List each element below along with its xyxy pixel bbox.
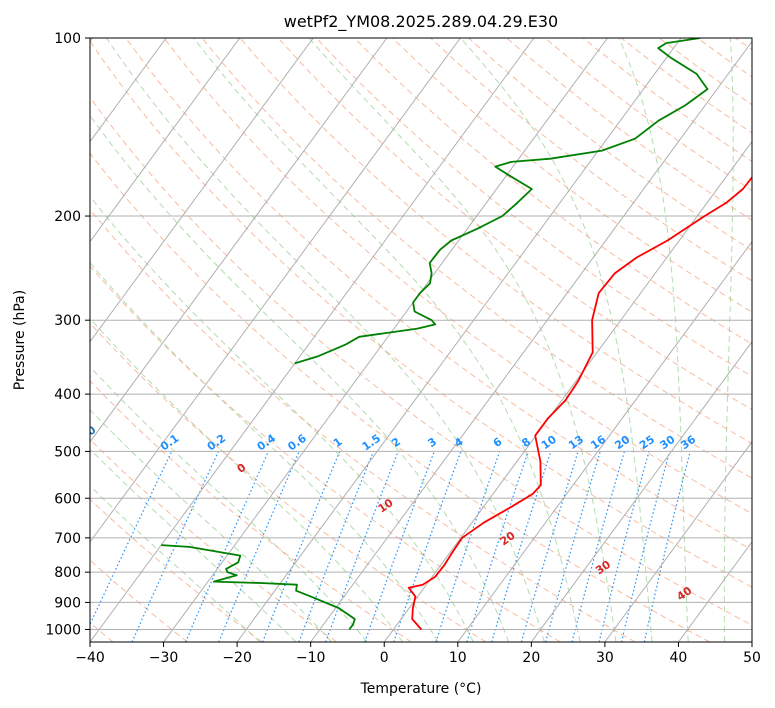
isotherm-gridline [752,38,775,642]
mixing-ratio-label: 4 [452,435,466,450]
mixing-ratio-line [572,451,624,642]
moist-adiabat-line [724,38,733,642]
moist-adiabat-label: 20 [498,529,518,549]
x-tick-label: −10 [296,650,326,666]
y-tick-label: 1000 [45,622,81,638]
dry-adiabat-label: -20 [0,381,2,403]
mixing-ratio-label: 2 [389,435,403,450]
y-tick-label: 500 [54,444,81,460]
mixing-ratio-line [365,451,434,642]
moist-adiabat-line [194,38,580,642]
mixing-ratio-label: 1 [331,435,345,450]
y-tick-label: 400 [54,387,81,403]
dry-adiabat-line [0,38,262,642]
x-tick-label: 20 [522,650,540,666]
isotherm-gridline [605,38,775,642]
moist-adiabat-line [0,38,403,642]
y-tick-label: 300 [54,313,81,329]
mixing-ratio-label: 20 [612,433,632,453]
moist-adiabat-label: 30 [593,558,613,578]
x-tick-label: 30 [596,650,614,666]
mixing-ratio-line [522,451,579,642]
dry-adiabat-line [545,38,775,642]
x-tick-label: 10 [449,650,467,666]
dry-adiabat-line [735,38,775,642]
y-tick-label: 700 [54,531,81,547]
mixing-ratio-label: 30 [658,433,678,453]
moist-adiabats [0,38,775,642]
mixing-ratio-line [546,451,601,642]
dry-adiabat-line [393,38,775,642]
x-axis: −40 −30 −20 −10 0 10 20 30 40 50 [75,642,761,666]
mixing-ratio-line [299,451,374,642]
dry-adiabat-line [0,38,561,642]
y-tick-label: 100 [54,31,81,47]
moist-adiabat-label: 10 [376,496,396,516]
chart-title: wetPf2_YM08.2025.289.04.29.E30 [284,12,558,32]
isotherm-gridline [0,38,240,642]
mixing-ratio-line [599,451,649,642]
dry-adiabat-line [0,38,337,642]
dry-adiabat-line [0,38,635,642]
isotherm-gridline [531,38,775,642]
mixing-ratio-line [622,451,670,642]
mixing-ratio-line [82,451,172,642]
mixing-ratio-label: 1.5 [360,432,383,454]
mixing-ratio-line [186,451,269,642]
mixing-ratio-label: 13 [566,433,586,452]
plot-area: 0.10.20.40.611.52346810131620253036-100-… [0,38,775,642]
mixing-ratio-line [436,451,500,642]
dry-adiabat-line [354,38,775,642]
isotherms [0,38,775,642]
isobar-grid [90,38,752,629]
x-tick-label: 50 [743,650,761,666]
isotherm-gridline [237,38,681,642]
mixing-ratio-line [492,451,551,642]
moist-adiabat-label: 40 [674,584,694,604]
x-axis-label: Temperature (°C) [360,681,482,697]
x-tick-label: −20 [222,650,252,666]
moist-adiabat-line [461,38,653,642]
mixing-ratio-line [219,451,299,642]
mixing-ratio-label: 25 [637,433,657,452]
mixing-ratio-line [394,451,461,642]
dry-adiabats [0,38,775,642]
x-tick-label: −30 [149,650,179,666]
isotherm-gridline [164,38,608,642]
dry-adiabat-label: -10 [75,423,99,445]
dry-adiabat-line [202,38,775,642]
y-tick-label: 600 [54,491,81,507]
x-tick-label: −40 [75,650,105,666]
y-tick-label: 800 [54,565,81,581]
y-axis-label: Pressure (hPa) [12,290,28,390]
dry-adiabat-line [12,38,710,642]
moist-adiabat-line [0,38,473,642]
dry-adiabat-line [0,38,486,642]
isotherm-gridline [16,38,460,642]
mixing-ratio-line [644,451,690,642]
dry-adiabat-line [697,38,775,642]
x-tick-label: 0 [380,650,389,666]
y-axis: 100 200 300 400 500 600 700 800 900 1000 [45,31,90,638]
mixing-ratio-label: 0.6 [285,431,309,453]
isotherm-gridline [0,38,387,642]
mixing-ratio-label: 0.2 [205,432,228,454]
mixing-ratio-line [326,451,399,642]
y-tick-label: 900 [54,595,81,611]
dry-adiabat-line [164,38,775,642]
y-tick-label: 200 [54,209,81,225]
dry-adiabat-line [507,38,775,642]
dry-adiabat-line [431,38,775,642]
mixing-ratio-label: 3 [425,435,439,450]
x-tick-label: 40 [670,650,688,666]
line-labels: 0.10.20.40.611.52346810131620253036-100-… [0,46,699,603]
isotherm-gridline [384,38,775,642]
mixing-ratio-line [263,451,340,642]
mixing-ratio-label: 16 [588,433,608,453]
isotherm-gridline [90,38,534,642]
moist-adiabat-line [761,38,775,642]
mixing-ratio-label: 10 [539,433,559,453]
moist-adiabat-line [619,38,688,642]
